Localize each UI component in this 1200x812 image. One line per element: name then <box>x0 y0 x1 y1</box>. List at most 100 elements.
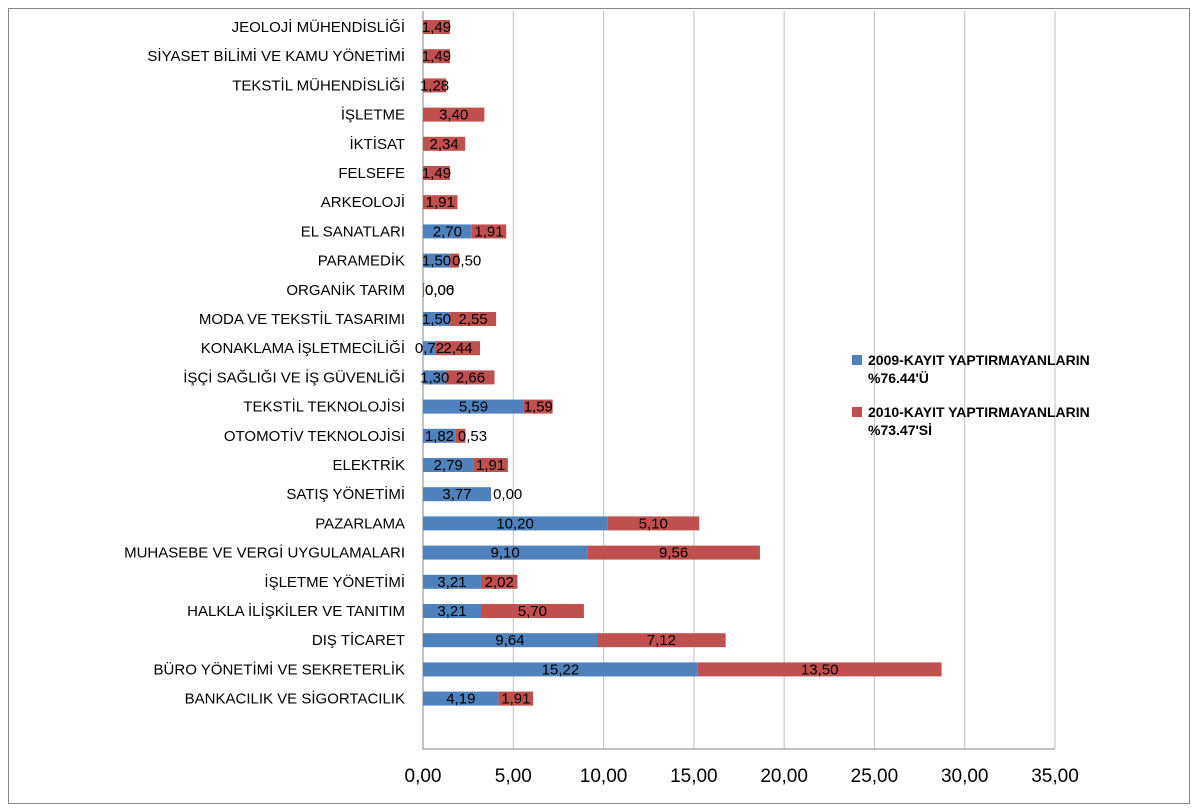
category-label: İKTİSAT <box>349 135 405 153</box>
bar-2009 <box>423 458 474 472</box>
data-label: 5,59 <box>459 399 488 416</box>
bar-2010 <box>423 166 450 180</box>
legend-label: %76.44'Ü <box>868 370 929 386</box>
legend-swatch <box>852 407 862 417</box>
data-label: 13,50 <box>801 661 839 678</box>
bar-2010 <box>455 428 466 443</box>
data-label: 9,64 <box>495 632 524 649</box>
bar-2010 <box>446 370 495 385</box>
data-label: 2,34 <box>430 136 459 153</box>
data-label: 2,55 <box>459 311 488 328</box>
data-label: 9,10 <box>491 545 520 562</box>
data-label: 3,40 <box>439 107 468 124</box>
bar-2010 <box>423 49 450 64</box>
category-label: PAZARLAMA <box>315 515 405 532</box>
data-label: 1,50 <box>422 253 451 270</box>
bar-2010 <box>436 341 481 356</box>
grid-lines <box>422 11 1056 750</box>
bar-2010 <box>423 195 458 210</box>
bar-2009 <box>423 662 698 677</box>
category-label: İŞLETME <box>341 106 405 124</box>
category-label: OTOMOTİV TEKNOLOJİSİ <box>224 427 405 445</box>
data-label: 1,91 <box>501 691 530 708</box>
category-label: ELEKTRİK <box>332 456 405 474</box>
bar-2010 <box>450 312 497 326</box>
bar-2009 <box>423 545 588 560</box>
category-label: İŞLETME YÖNETİMİ <box>264 573 405 591</box>
data-label: 0,00 <box>425 282 454 299</box>
bar-2009 <box>423 574 481 589</box>
category-label: PARAMEDİK <box>318 252 405 270</box>
data-label: 1,28 <box>420 77 449 94</box>
category-label: SİYASET BİLİMİ VE KAMU YÖNETİMİ <box>147 47 405 65</box>
data-label: 1,49 <box>422 48 451 65</box>
bar-2009 <box>423 253 451 268</box>
data-label: 0,72 <box>415 340 444 357</box>
data-label: 0,53 <box>458 428 487 445</box>
data-label: 1,82 <box>425 428 454 445</box>
data-label: 15,22 <box>542 661 580 678</box>
data-label: 2,79 <box>434 457 463 474</box>
bar-2009 <box>423 516 608 531</box>
bar-2010 <box>471 224 507 239</box>
bar-2009 <box>423 370 447 385</box>
legend: 2009-KAYIT YAPTIRMAYANLARIN %76.44'Ü 2010-… <box>852 352 1090 438</box>
bar-2009 <box>423 312 451 326</box>
data-label: 2,02 <box>485 574 514 591</box>
data-label: 1,49 <box>422 165 451 182</box>
data-label: 1,49 <box>422 19 451 36</box>
x-tick-labels: 0,00 5,00 10,00 15,00 20,00 25,00 30,00 35,00 <box>405 766 1079 787</box>
data-label: 2,44 <box>443 340 472 357</box>
category-label: TEKSTİL TEKNOLOJİSİ <box>243 398 405 416</box>
data-label: 5,10 <box>639 515 668 532</box>
category-label: JEOLOJİ MÜHENDİSLİĞİ <box>232 18 405 36</box>
category-label: KONAKLAMA İŞLETMECİLİĞİ <box>201 339 405 357</box>
bar-2010 <box>498 691 534 706</box>
category-label: DIŞ TİCARET <box>312 631 405 649</box>
legend-label: %73.47'Sİ <box>868 422 932 438</box>
category-label: FELSEFE <box>338 165 405 182</box>
bar-2010 <box>473 458 508 472</box>
data-label: 3,21 <box>437 603 466 620</box>
data-label: 2,70 <box>433 223 462 240</box>
x-tick-label: 10,00 <box>580 766 628 787</box>
bar-2009 <box>423 487 492 502</box>
data-label: 2,66 <box>456 369 485 386</box>
bar-2009 <box>423 604 481 618</box>
data-label: 1,50 <box>422 311 451 328</box>
data-label: 4,19 <box>446 691 475 708</box>
bar-2010 <box>450 253 460 268</box>
legend-label: 2009-KAYIT YAPTIRMAYANLARIN <box>868 352 1090 368</box>
chart-frame: 4,19 1,91 15,22 13,50 9,64 7,12 3,21 5,70 3,21 2,… <box>8 8 1190 804</box>
x-tick-label: 30,00 <box>941 766 989 787</box>
data-label: 10,20 <box>496 515 534 532</box>
bar-2010 <box>597 633 726 648</box>
data-label: 1,91 <box>474 223 503 240</box>
data-label: 1,59 <box>524 399 553 416</box>
data-label: 3,77 <box>442 486 471 503</box>
bar-2010 <box>423 282 425 297</box>
bar-2009 <box>423 341 437 356</box>
bars <box>423 20 942 706</box>
bar-2009 <box>423 633 598 648</box>
x-tick-label: 25,00 <box>851 766 899 787</box>
bar-2010 <box>480 604 584 618</box>
bar-2009 <box>423 399 524 414</box>
x-tick-label: 5,00 <box>495 766 532 787</box>
bar-2009 <box>423 224 472 239</box>
bar-2010 <box>423 20 450 34</box>
data-label: 0,00 <box>493 486 522 503</box>
x-tick-label: 20,00 <box>760 766 808 787</box>
category-label: BÜRO YÖNETİMİ VE SEKRETERLİK <box>154 660 405 678</box>
bar-2009 <box>423 691 499 706</box>
bar-2010 <box>423 107 485 122</box>
category-labels: BANKACILIK VE SİGORTACILIK BÜRO YÖNETİMİ … <box>124 18 405 708</box>
category-label: ARKEOLOJİ <box>321 193 405 211</box>
data-label: 7,12 <box>647 632 676 649</box>
category-label: SATIŞ YÖNETİMİ <box>286 485 405 503</box>
data-label: 5,70 <box>518 603 547 620</box>
data-label: 9,56 <box>659 545 688 562</box>
legend-label: 2010-KAYIT YAPTIRMAYANLARIN <box>868 404 1090 420</box>
bar-2010 <box>423 78 447 93</box>
data-label: 1,91 <box>476 457 505 474</box>
